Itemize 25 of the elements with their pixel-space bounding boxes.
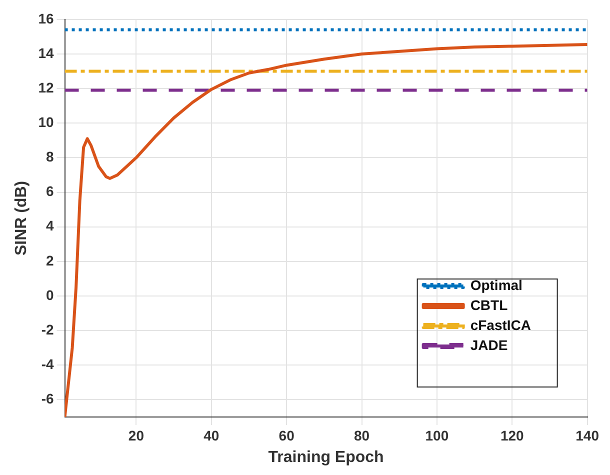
y-tick-label: 4 <box>46 218 54 234</box>
y-tick-label: 0 <box>46 286 54 303</box>
y-tick-label: 12 <box>38 79 54 96</box>
x-axis-title: Training Epoch <box>268 448 384 466</box>
legend-label: Optimal <box>470 276 522 293</box>
legend-label: cFastICA <box>470 316 532 333</box>
x-tick-label: 20 <box>128 427 144 444</box>
y-tick-label: 14 <box>38 44 54 61</box>
x-tick-label: 80 <box>354 427 370 444</box>
legend-label: JADE <box>470 336 508 353</box>
y-tick-label: -4 <box>41 356 54 372</box>
y-tick-label: 2 <box>46 252 54 268</box>
x-tick-label: 140 <box>576 427 600 444</box>
y-tick-label: 8 <box>46 148 54 165</box>
y-axis-title: SINR (dB) <box>13 180 30 256</box>
x-tick-label: 100 <box>425 427 449 444</box>
x-tick-label: 60 <box>278 427 295 444</box>
y-tick-label: 6 <box>46 183 54 200</box>
y-tick-label: 16 <box>38 10 54 26</box>
x-tick-label: 40 <box>204 427 220 444</box>
legend-label: CBTL <box>470 296 508 313</box>
y-tick-label: 10 <box>38 114 54 130</box>
y-tick-label: -6 <box>41 390 54 407</box>
x-tick-label: 120 <box>500 427 524 444</box>
y-tick-label: -2 <box>41 321 54 338</box>
